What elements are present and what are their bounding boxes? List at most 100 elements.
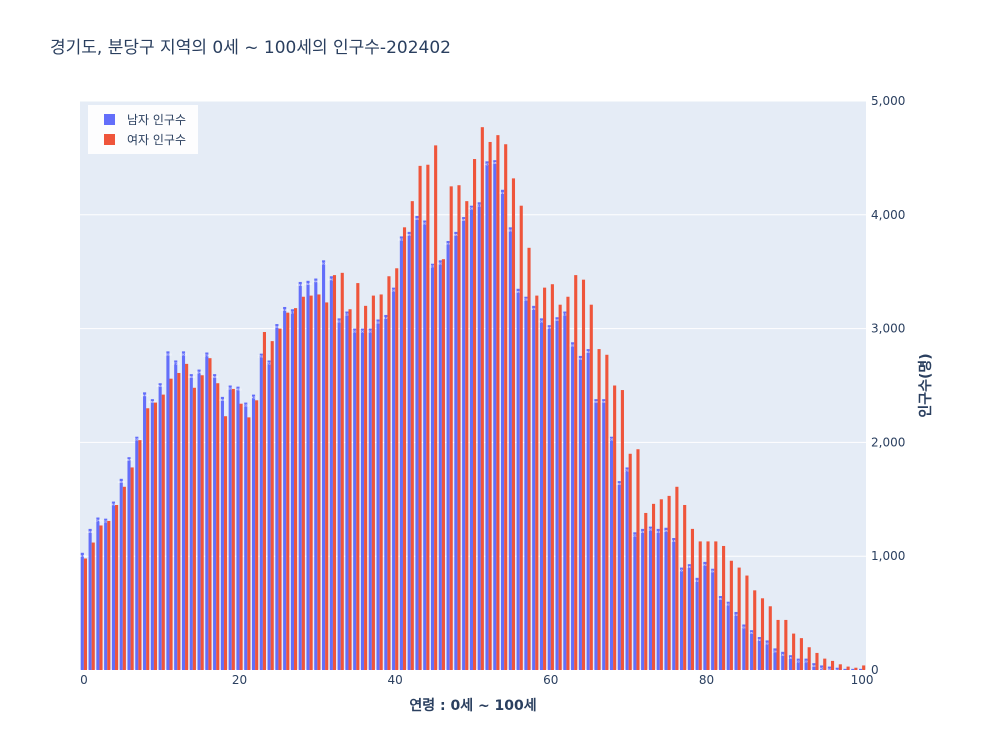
bar-male[interactable] xyxy=(236,386,240,670)
bar-male[interactable] xyxy=(571,342,575,670)
bar-male[interactable] xyxy=(244,402,248,670)
bar-male[interactable] xyxy=(415,215,419,671)
bar-male[interactable] xyxy=(181,351,186,670)
bar-female[interactable] xyxy=(91,542,95,670)
bar-male[interactable] xyxy=(213,374,217,670)
bar-male[interactable] xyxy=(127,457,131,670)
bar-male[interactable] xyxy=(804,658,808,670)
bar-male[interactable] xyxy=(368,328,372,670)
bar-male[interactable] xyxy=(150,399,154,670)
bar-female[interactable] xyxy=(846,666,850,670)
bar-female[interactable] xyxy=(83,558,88,670)
bar-male[interactable] xyxy=(594,399,598,670)
bar-female[interactable] xyxy=(706,541,710,670)
bar-male[interactable] xyxy=(617,481,621,670)
bar-female[interactable] xyxy=(231,388,235,670)
bar-male[interactable] xyxy=(664,527,668,670)
bar-female[interactable] xyxy=(449,186,453,670)
bar-female[interactable] xyxy=(620,390,624,670)
bar-female[interactable] xyxy=(255,400,259,670)
bar-male[interactable] xyxy=(695,577,699,670)
bar-male[interactable] xyxy=(337,318,341,670)
bar-female[interactable] xyxy=(262,332,266,670)
bar-female[interactable] xyxy=(683,504,687,670)
bar-male[interactable] xyxy=(407,231,411,670)
bar-female[interactable] xyxy=(223,416,228,670)
bar-female[interactable] xyxy=(169,378,173,670)
bar-male[interactable] xyxy=(228,385,232,671)
bar-male[interactable] xyxy=(220,396,224,670)
bar-female[interactable] xyxy=(325,302,329,670)
bar-female[interactable] xyxy=(434,145,438,670)
bar-female[interactable] xyxy=(613,385,617,671)
bar-male[interactable] xyxy=(360,328,365,670)
bar-female[interactable] xyxy=(698,541,702,670)
bar-male[interactable] xyxy=(602,399,606,670)
bar-female[interactable] xyxy=(628,453,632,670)
legend-swatch-male[interactable] xyxy=(104,114,115,125)
bar-female[interactable] xyxy=(122,486,126,670)
bar-female[interactable] xyxy=(792,633,796,670)
bar-male[interactable] xyxy=(711,568,715,670)
bar-female[interactable] xyxy=(208,358,212,670)
bar-male[interactable] xyxy=(462,217,466,671)
bar-female[interactable] xyxy=(496,135,500,670)
bar-female[interactable] xyxy=(356,283,360,670)
bar-male[interactable] xyxy=(88,528,92,670)
bar-female[interactable] xyxy=(605,354,609,670)
bar-female[interactable] xyxy=(753,590,757,670)
bar-female[interactable] xyxy=(714,541,718,670)
bar-female[interactable] xyxy=(473,159,477,670)
bar-female[interactable] xyxy=(239,403,243,670)
bar-male[interactable] xyxy=(524,296,528,670)
bar-female[interactable] xyxy=(581,279,586,670)
bar-male[interactable] xyxy=(578,355,582,670)
bar-male[interactable] xyxy=(446,240,450,670)
bar-female[interactable] xyxy=(99,525,103,670)
bar-male[interactable] xyxy=(625,467,629,670)
bar-female[interactable] xyxy=(589,304,593,670)
bar-female[interactable] xyxy=(146,408,150,670)
bar-male[interactable] xyxy=(438,260,442,670)
bar-female[interactable] xyxy=(130,467,134,670)
bar-female[interactable] xyxy=(760,598,765,670)
bar-male[interactable] xyxy=(508,227,512,670)
bar-female[interactable] xyxy=(379,294,383,670)
bar-male[interactable] xyxy=(812,663,816,670)
bar-female[interactable] xyxy=(644,512,648,670)
bar-male[interactable] xyxy=(742,624,746,670)
bar-male[interactable] xyxy=(547,325,551,670)
bar-female[interactable] xyxy=(309,295,313,670)
bar-female[interactable] xyxy=(387,276,391,670)
bar-female[interactable] xyxy=(153,402,158,670)
bar-female[interactable] xyxy=(854,667,858,670)
bar-female[interactable] xyxy=(301,296,305,670)
bar-female[interactable] xyxy=(768,606,772,670)
bar-female[interactable] xyxy=(441,259,445,670)
bar-male[interactable] xyxy=(80,552,84,670)
bar-female[interactable] xyxy=(776,619,780,670)
bar-male[interactable] xyxy=(430,263,435,670)
bar-male[interactable] xyxy=(672,537,676,670)
bar-male[interactable] xyxy=(384,314,388,670)
bar-female[interactable] xyxy=(574,275,578,670)
bar-female[interactable] xyxy=(535,295,539,670)
bar-male[interactable] xyxy=(656,528,660,670)
bar-female[interactable] xyxy=(348,309,352,670)
bar-female[interactable] xyxy=(722,545,726,670)
bar-male[interactable] xyxy=(633,532,637,670)
bar-male[interactable] xyxy=(539,318,544,670)
bar-female[interactable] xyxy=(286,312,290,670)
bar-male[interactable] xyxy=(251,394,256,670)
bar-female[interactable] xyxy=(340,272,344,670)
bar-male[interactable] xyxy=(104,518,108,670)
bar-male[interactable] xyxy=(135,436,139,670)
bar-male[interactable] xyxy=(648,526,652,670)
bar-male[interactable] xyxy=(306,280,310,670)
bar-male[interactable] xyxy=(796,658,800,670)
bar-female[interactable] xyxy=(402,227,407,670)
bar-female[interactable] xyxy=(185,363,189,670)
bar-female[interactable] xyxy=(317,294,321,670)
bar-female[interactable] xyxy=(161,394,165,670)
bar-male[interactable] xyxy=(189,374,193,670)
